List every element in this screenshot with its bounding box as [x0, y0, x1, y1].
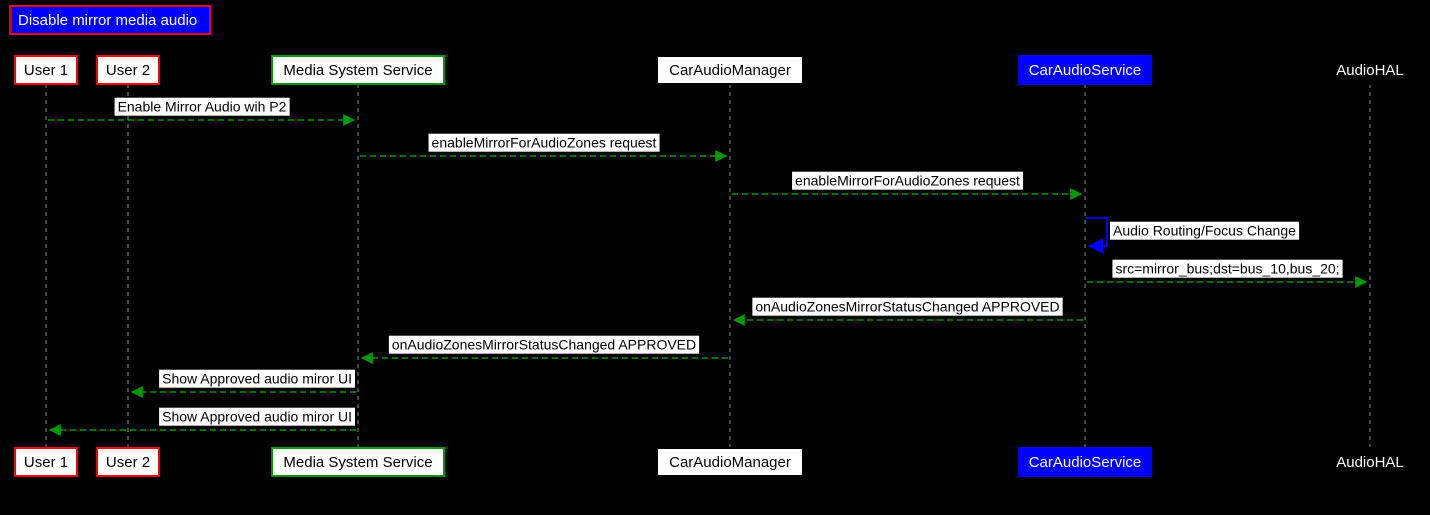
message-label-8: Show Approved audio miror UI — [159, 408, 355, 426]
svg-text:onAudioZonesMirrorStatusChange: onAudioZonesMirrorStatusChanged APPROVED — [755, 299, 1059, 315]
message-label-0: Enable Mirror Audio wih P2 — [115, 98, 290, 116]
svg-text:Audio Routing/Focus Change: Audio Routing/Focus Change — [1113, 223, 1296, 239]
svg-text:enableMirrorForAudioZones requ: enableMirrorForAudioZones request — [795, 173, 1020, 189]
sequence-diagram: Disable mirror media audio User 1 User 2 Me… — [0, 0, 1430, 515]
participant-label-cam: CarAudioManager — [669, 62, 791, 79]
message-label-5: onAudioZonesMirrorStatusChanged APPROVED — [752, 298, 1062, 316]
svg-text:enableMirrorForAudioZones requ: enableMirrorForAudioZones request — [432, 135, 657, 151]
participant-label-cas: CarAudioService — [1029, 454, 1142, 471]
message-label-6: onAudioZonesMirrorStatusChanged APPROVED — [389, 336, 699, 354]
participant-label-cas: CarAudioService — [1029, 62, 1142, 79]
svg-text:Show Approved audio miror UI: Show Approved audio miror UI — [162, 409, 352, 425]
svg-text:Enable Mirror Audio wih P2: Enable Mirror Audio wih P2 — [118, 99, 287, 115]
participant-label-user2: User 2 — [106, 454, 150, 471]
message-label-7: Show Approved audio miror UI — [159, 370, 355, 388]
svg-text:src=mirror_bus;dst=bus_10,bus_: src=mirror_bus;dst=bus_10,bus_20; — [1115, 261, 1339, 277]
participant-label-user2: User 2 — [106, 62, 150, 79]
participant-label-user1: User 1 — [24, 454, 68, 471]
diagram-title: Disable mirror media audio — [18, 12, 197, 29]
participant-label-mss: Media System Service — [283, 62, 432, 79]
participant-label-hal: AudioHAL — [1336, 454, 1404, 471]
self-message-3 — [1085, 218, 1107, 246]
message-label-1: enableMirrorForAudioZones request — [429, 134, 660, 152]
participant-label-cam: CarAudioManager — [669, 454, 791, 471]
participant-label-hal: AudioHAL — [1336, 62, 1404, 79]
message-label-2: enableMirrorForAudioZones request — [792, 172, 1023, 190]
message-label-3: Audio Routing/Focus Change — [1110, 222, 1299, 240]
message-label-4: src=mirror_bus;dst=bus_10,bus_20; — [1112, 260, 1342, 278]
participant-label-mss: Media System Service — [283, 454, 432, 471]
participant-label-user1: User 1 — [24, 62, 68, 79]
svg-text:Show Approved audio miror UI: Show Approved audio miror UI — [162, 371, 352, 387]
svg-text:onAudioZonesMirrorStatusChange: onAudioZonesMirrorStatusChanged APPROVED — [392, 337, 696, 353]
